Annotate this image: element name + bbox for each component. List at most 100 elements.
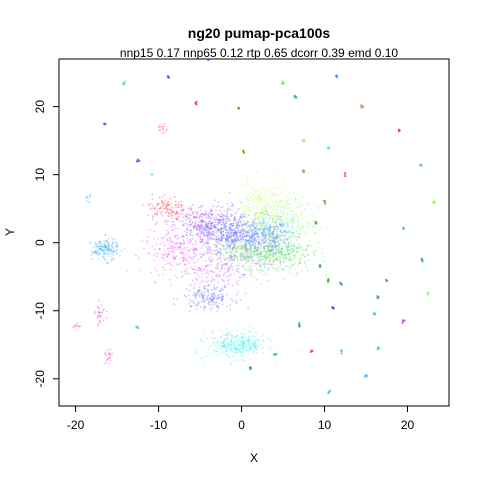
- data-point: [233, 347, 236, 350]
- data-point: [217, 201, 220, 204]
- data-point: [234, 244, 237, 247]
- data-point: [259, 269, 262, 272]
- data-point: [253, 233, 256, 236]
- data-point: [167, 211, 170, 213]
- data-point: [205, 285, 208, 287]
- data-point: [278, 266, 281, 268]
- data-point: [276, 244, 279, 247]
- data-point: [247, 249, 250, 252]
- data-point: [258, 227, 261, 230]
- data-point: [192, 268, 195, 271]
- data-point: [203, 286, 206, 289]
- data-point: [250, 192, 253, 195]
- data-point: [235, 293, 238, 296]
- data-point: [268, 226, 271, 229]
- data-point: [249, 235, 252, 238]
- data-point: [221, 227, 224, 230]
- data-point: [280, 221, 283, 224]
- data-point: [215, 288, 217, 290]
- data-point: [229, 355, 232, 357]
- data-point: [327, 146, 330, 149]
- data-point: [225, 229, 228, 232]
- data-point: [263, 208, 265, 211]
- data-point: [222, 253, 225, 256]
- data-point: [258, 188, 261, 191]
- data-point: [274, 364, 277, 367]
- data-point: [236, 270, 238, 273]
- data-point: [220, 347, 223, 349]
- data-point: [234, 238, 237, 241]
- data-point: [253, 253, 256, 256]
- data-point: [235, 255, 238, 257]
- data-point: [245, 245, 247, 247]
- data-point: [216, 264, 219, 267]
- data-point: [244, 345, 247, 348]
- data-point: [222, 221, 225, 224]
- data-point: [246, 217, 249, 220]
- data-point: [266, 232, 269, 235]
- chart-title: ng20 pumap-pca100s: [188, 25, 331, 41]
- y-tick-label: 10: [33, 168, 47, 182]
- data-point: [271, 233, 274, 236]
- data-point: [222, 346, 225, 349]
- data-point: [262, 212, 265, 215]
- data-point: [240, 351, 243, 354]
- data-point: [296, 214, 298, 217]
- data-point: [199, 237, 202, 240]
- data-point: [201, 241, 204, 244]
- data-point: [262, 206, 264, 209]
- data-point: [289, 206, 291, 209]
- data-point: [234, 347, 237, 350]
- data-point: [240, 247, 243, 249]
- data-point: [293, 229, 296, 232]
- data-point: [297, 217, 300, 220]
- data-point: [168, 262, 171, 265]
- data-point: [286, 224, 289, 226]
- data-point: [278, 218, 281, 221]
- data-point: [267, 279, 270, 282]
- data-point: [210, 300, 213, 303]
- data-point: [264, 255, 267, 257]
- data-point: [205, 228, 208, 231]
- data-point: [243, 341, 246, 344]
- data-point: [224, 344, 226, 347]
- data-point: [257, 243, 260, 245]
- data-point: [271, 241, 273, 244]
- data-point: [176, 210, 179, 213]
- data-point: [257, 253, 259, 256]
- data-point: [312, 225, 314, 228]
- data-point: [218, 249, 221, 252]
- data-point: [201, 232, 204, 235]
- data-point: [180, 243, 183, 246]
- data-point: [259, 215, 262, 218]
- data-point: [263, 263, 265, 266]
- data-point: [263, 256, 266, 259]
- data-point: [260, 237, 262, 240]
- data-point: [277, 233, 279, 236]
- data-point: [275, 226, 277, 229]
- data-point: [230, 273, 232, 276]
- data-point: [228, 246, 231, 249]
- data-point: [255, 351, 258, 354]
- data-point: [280, 267, 283, 270]
- data-point: [253, 345, 256, 348]
- data-point: [232, 246, 235, 249]
- data-point: [203, 298, 206, 301]
- data-point: [247, 238, 250, 241]
- data-point: [284, 257, 287, 260]
- data-point: [236, 256, 239, 259]
- data-point: [216, 263, 219, 265]
- data-point: [197, 289, 200, 292]
- data-point: [115, 248, 118, 251]
- data-point: [262, 241, 265, 244]
- data-point: [178, 246, 181, 249]
- data-point: [221, 230, 224, 233]
- data-point: [170, 245, 173, 248]
- data-point: [241, 359, 244, 361]
- data-point: [255, 344, 257, 347]
- data-point: [74, 325, 76, 328]
- data-point: [247, 344, 250, 346]
- data-point: [120, 249, 123, 252]
- data-point: [165, 203, 168, 206]
- data-point: [269, 253, 272, 256]
